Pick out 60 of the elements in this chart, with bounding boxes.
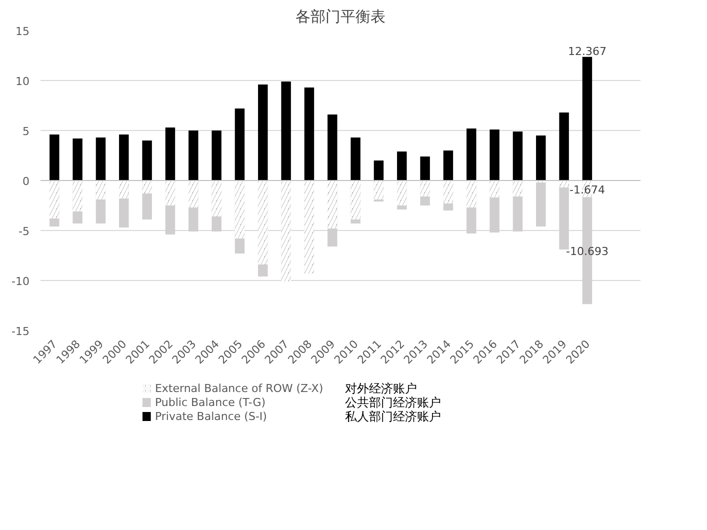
text: 对外经济账户 xyxy=(345,382,418,396)
bar xyxy=(212,216,222,232)
bar xyxy=(50,134,60,180)
bar xyxy=(536,182,546,226)
bar xyxy=(258,264,268,276)
legend-label: Public Balance (T-G) xyxy=(154,396,266,409)
bar xyxy=(328,114,338,180)
data-label: 12.367 xyxy=(568,44,606,58)
bar xyxy=(512,132,523,180)
bar xyxy=(374,160,384,180)
bar xyxy=(350,220,360,224)
bar xyxy=(258,84,268,180)
bar xyxy=(490,130,500,180)
bar xyxy=(443,150,454,180)
bar xyxy=(50,218,60,226)
data-label: -1.674 xyxy=(569,183,605,196)
bar xyxy=(96,138,106,180)
y-tick-label: 10 xyxy=(16,75,30,88)
bar xyxy=(119,134,129,180)
bar xyxy=(420,196,430,206)
bar xyxy=(536,136,546,180)
bar xyxy=(490,198,500,232)
bar xyxy=(234,108,245,180)
bar xyxy=(512,196,523,232)
y-tick-label: -15 xyxy=(12,325,30,338)
bar xyxy=(212,130,222,180)
bar xyxy=(165,206,176,234)
bar xyxy=(350,138,360,180)
bar xyxy=(142,194,152,220)
bar xyxy=(234,238,245,254)
bar xyxy=(142,140,152,180)
bar xyxy=(328,228,338,246)
bar xyxy=(188,208,198,232)
bar xyxy=(582,56,592,180)
bar xyxy=(559,112,569,180)
bar xyxy=(72,138,82,180)
text: 公共部门经济账户 xyxy=(345,396,442,410)
bar xyxy=(443,204,454,210)
y-tick-label: -5 xyxy=(18,225,30,238)
data-label: -10.693 xyxy=(566,245,608,258)
bar xyxy=(466,208,476,234)
y-tick-label: 15 xyxy=(16,25,30,38)
bar xyxy=(96,200,106,224)
y-tick-label: -10 xyxy=(12,275,30,288)
bar xyxy=(420,156,430,180)
y-tick-label: 0 xyxy=(22,175,30,188)
bar xyxy=(188,130,198,180)
chart-title: 各部门平衡表 xyxy=(296,8,386,26)
legend-label: Private Balance (S-I) xyxy=(154,410,267,423)
bar xyxy=(281,82,291,180)
bar xyxy=(397,152,407,180)
legend-label: External Balance of ROW (Z-X) xyxy=(154,382,324,395)
bar xyxy=(119,198,129,228)
bar xyxy=(165,128,176,180)
y-tick-label: 5 xyxy=(22,125,30,138)
bar xyxy=(466,128,476,180)
text: 私人部门经济账户 xyxy=(345,410,442,424)
bar xyxy=(72,212,82,224)
bar xyxy=(304,88,314,180)
bar xyxy=(397,206,407,210)
